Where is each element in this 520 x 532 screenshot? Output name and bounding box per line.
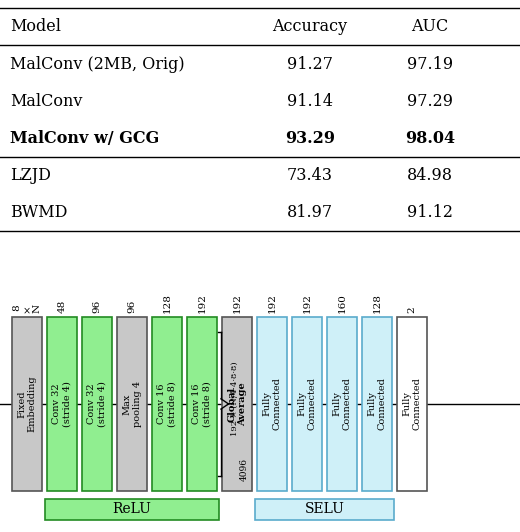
Text: Fully
Connected: Fully Connected bbox=[262, 378, 282, 430]
Text: 128: 128 bbox=[162, 293, 172, 313]
Bar bbox=[397, 317, 427, 491]
Text: MalConv w/ GCG: MalConv w/ GCG bbox=[10, 130, 159, 147]
Text: 96: 96 bbox=[127, 300, 136, 313]
Text: 2: 2 bbox=[408, 306, 417, 313]
Text: 192: 192 bbox=[267, 293, 277, 313]
Text: AUC: AUC bbox=[411, 19, 449, 35]
Bar bbox=[255, 499, 394, 520]
Text: Conv 32
(stride 4): Conv 32 (stride 4) bbox=[87, 381, 107, 427]
Text: Fully
Connected: Fully Connected bbox=[332, 378, 352, 430]
Text: Accuracy: Accuracy bbox=[272, 19, 347, 35]
Text: 91.12: 91.12 bbox=[407, 204, 453, 221]
Text: 8
×
N: 8 × N bbox=[12, 304, 42, 313]
Text: Fixed
Embedding: Fixed Embedding bbox=[17, 376, 37, 432]
Text: 91.14: 91.14 bbox=[287, 93, 333, 110]
Text: LZJD: LZJD bbox=[10, 167, 51, 184]
Text: 192: 192 bbox=[198, 293, 206, 313]
Text: 81.97: 81.97 bbox=[287, 204, 333, 221]
Bar bbox=[222, 317, 252, 491]
Text: 91.27: 91.27 bbox=[287, 55, 333, 72]
Text: Fully
Connected: Fully Connected bbox=[402, 378, 422, 430]
Text: Conv 32
(stride 4): Conv 32 (stride 4) bbox=[53, 381, 72, 427]
Text: MalConv: MalConv bbox=[10, 93, 82, 110]
Bar bbox=[12, 317, 42, 491]
Text: Model: Model bbox=[10, 19, 61, 35]
Text: 97.29: 97.29 bbox=[407, 93, 453, 110]
Bar bbox=[187, 317, 217, 491]
Bar bbox=[82, 317, 112, 491]
Text: Conv 16
(stride 8): Conv 16 (stride 8) bbox=[158, 381, 177, 427]
Text: 160: 160 bbox=[337, 293, 346, 313]
Text: SELU: SELU bbox=[305, 502, 344, 517]
Text: 192: 192 bbox=[303, 293, 311, 313]
Text: MalConv (2MB, Orig): MalConv (2MB, Orig) bbox=[10, 55, 185, 72]
Text: 192 × (N/4·4·8·8): 192 × (N/4·4·8·8) bbox=[230, 361, 239, 436]
Text: ReLU: ReLU bbox=[112, 502, 151, 517]
Text: 93.29: 93.29 bbox=[285, 130, 335, 147]
Text: 128: 128 bbox=[372, 293, 382, 313]
Bar bbox=[45, 499, 219, 520]
Text: 192: 192 bbox=[232, 293, 241, 313]
Bar bbox=[362, 317, 392, 491]
Text: 97.19: 97.19 bbox=[407, 55, 453, 72]
Text: Fully
Connected: Fully Connected bbox=[297, 378, 317, 430]
Text: 73.43: 73.43 bbox=[287, 167, 333, 184]
Bar bbox=[292, 317, 322, 491]
Bar bbox=[117, 317, 147, 491]
Text: 48: 48 bbox=[58, 300, 67, 313]
Text: Fully
Connected: Fully Connected bbox=[367, 378, 387, 430]
Text: 96: 96 bbox=[93, 300, 101, 313]
Text: 84.98: 84.98 bbox=[407, 167, 453, 184]
Text: Conv 16
(stride 8): Conv 16 (stride 8) bbox=[192, 381, 212, 427]
Bar bbox=[47, 317, 77, 491]
Text: Global
Average: Global Average bbox=[227, 382, 246, 426]
Bar bbox=[327, 317, 357, 491]
Text: 4096: 4096 bbox=[240, 458, 249, 481]
Text: Max
pooling 4: Max pooling 4 bbox=[122, 381, 141, 427]
Bar bbox=[152, 317, 182, 491]
Text: 98.04: 98.04 bbox=[405, 130, 455, 147]
Text: BWMD: BWMD bbox=[10, 204, 68, 221]
Bar bbox=[257, 317, 287, 491]
